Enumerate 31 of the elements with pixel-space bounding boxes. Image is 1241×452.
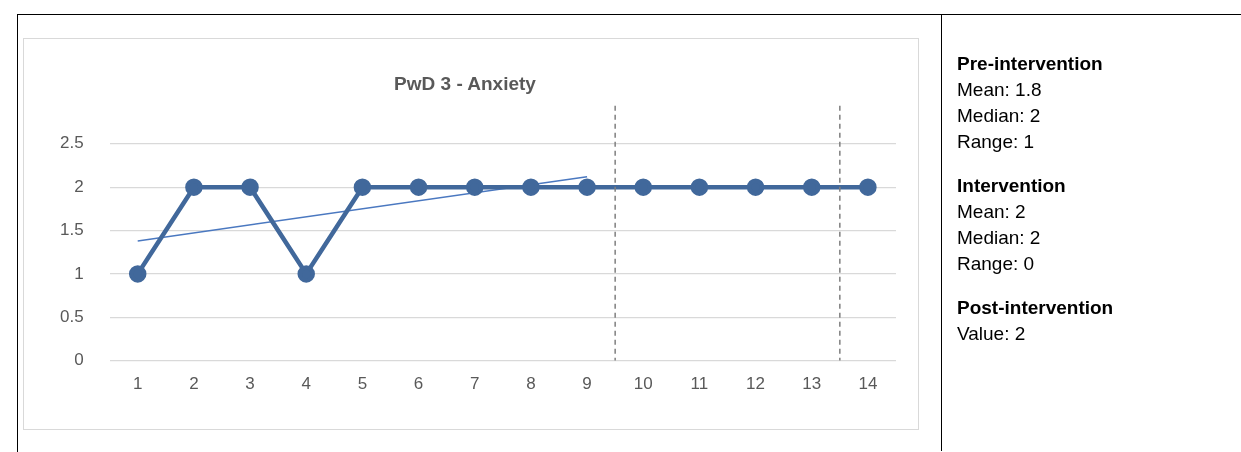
x-tick-label: 7 bbox=[470, 374, 480, 394]
text: Intervention bbox=[957, 174, 1067, 198]
x-tick-label: 11 bbox=[690, 374, 709, 394]
y-tick-label: 0.5 bbox=[59, 306, 84, 326]
y-tick-label: 2.5 bbox=[59, 133, 84, 153]
text: Mean: 1.8 bbox=[957, 78, 1043, 102]
x-tick-label: 12 bbox=[746, 374, 766, 394]
y-tick-label: 1 bbox=[74, 263, 84, 283]
x-tick-label: 2 bbox=[189, 374, 199, 394]
x-tick-label: 13 bbox=[802, 374, 822, 394]
y-tick-label: 1.5 bbox=[59, 220, 84, 240]
text: Value: 2 bbox=[957, 322, 1027, 346]
y-tick-label: 0 bbox=[74, 350, 84, 370]
text: Pre-intervention bbox=[957, 52, 1104, 76]
x-tick-label: 4 bbox=[301, 374, 311, 394]
text: Post-intervention bbox=[957, 296, 1114, 320]
text: Range: 1 bbox=[957, 130, 1036, 154]
x-tick-label: 14 bbox=[858, 374, 878, 394]
text: Median: 2 bbox=[957, 104, 1042, 128]
x-tick-label: 3 bbox=[245, 374, 255, 394]
x-tick-label: 5 bbox=[357, 374, 368, 394]
text: Range: 0 bbox=[957, 252, 1036, 276]
y-tick-label: 2 bbox=[74, 176, 84, 196]
x-tick-label: 10 bbox=[633, 374, 653, 394]
x-tick-label: 8 bbox=[526, 374, 536, 394]
chart-title: PwD 3 - Anxiety bbox=[394, 72, 537, 94]
text: Mean: 2 bbox=[957, 200, 1027, 224]
text: Median: 2 bbox=[957, 226, 1042, 250]
x-tick-label: 6 bbox=[413, 374, 424, 394]
x-tick-label: 9 bbox=[582, 374, 592, 394]
x-tick-label: 1 bbox=[132, 374, 143, 394]
